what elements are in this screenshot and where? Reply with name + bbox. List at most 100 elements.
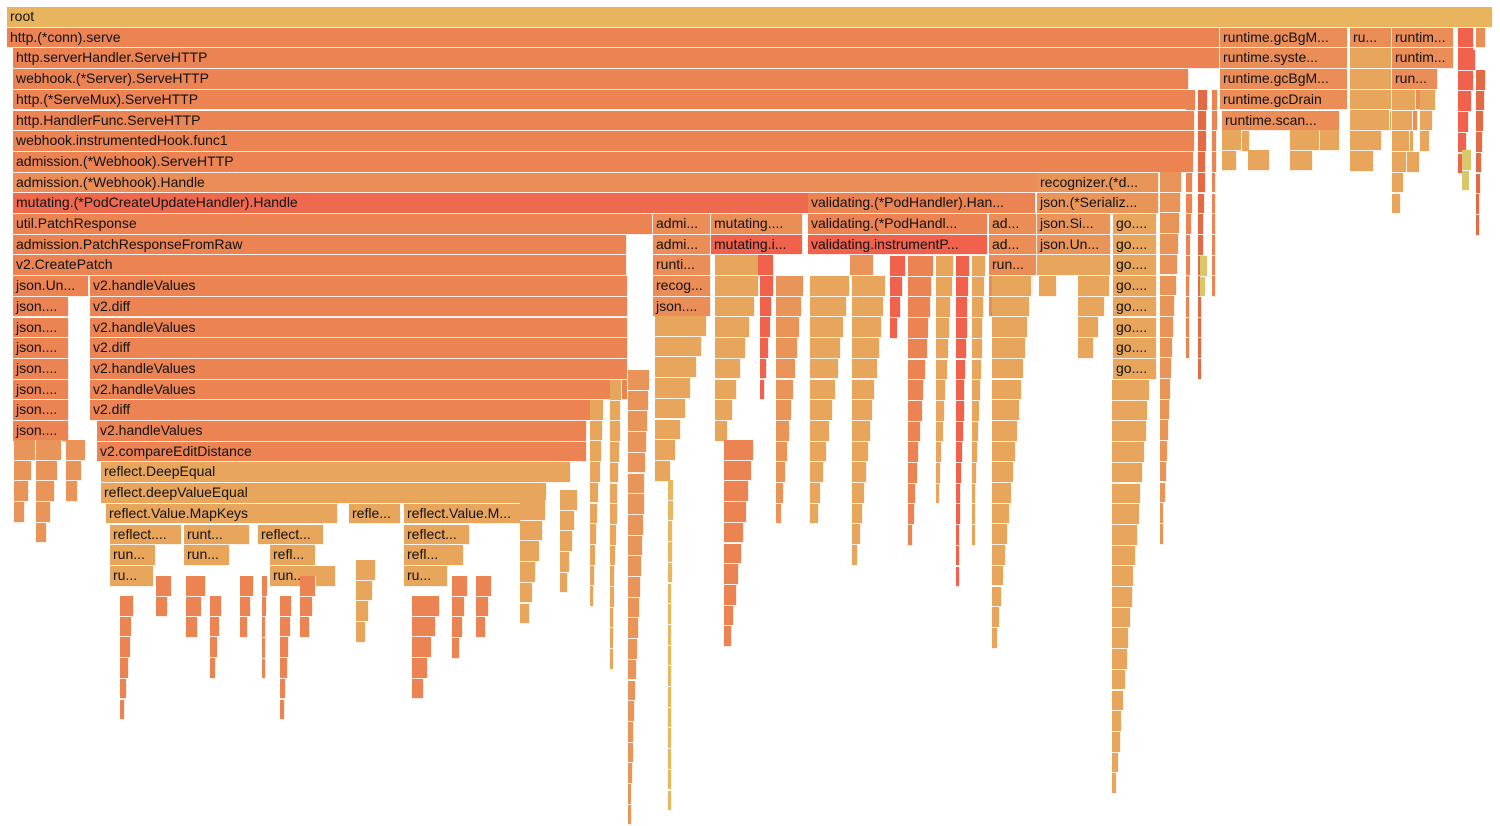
flame-frame-unlabeled[interactable]	[590, 420, 603, 442]
flame-frame-unlabeled[interactable]	[776, 441, 788, 463]
flame-frame-unlabeled[interactable]	[610, 649, 614, 670]
flame-frame-unlabeled[interactable]	[936, 442, 943, 463]
flame-frame-unlabeled[interactable]	[628, 494, 645, 515]
flame-frame-unlabeled[interactable]	[1198, 131, 1207, 153]
flame-frame-unlabeled[interactable]	[1198, 317, 1202, 339]
flame-frame-unlabeled[interactable]	[1198, 338, 1202, 360]
flame-frame-unlabeled[interactable]	[1212, 193, 1216, 215]
flame-frame-unlabeled[interactable]	[280, 616, 291, 638]
flame-frame-unlabeled[interactable]	[956, 566, 960, 588]
flame-frame-unlabeled[interactable]	[120, 699, 126, 721]
flame-frame-unlabeled[interactable]	[852, 400, 874, 421]
flame-frame-unlabeled[interactable]	[590, 462, 601, 483]
flame-frame[interactable]: reflect.Value.M...	[404, 503, 528, 525]
flame-frame-unlabeled[interactable]	[972, 318, 984, 339]
flame-frame-unlabeled[interactable]	[280, 699, 285, 721]
flame-frame[interactable]: util.PatchResponse	[13, 214, 653, 235]
flame-frame[interactable]: webhook.instrumentedHook.func1	[13, 131, 1189, 152]
flame-frame-unlabeled[interactable]	[1112, 400, 1149, 422]
flame-frame-unlabeled[interactable]	[1350, 130, 1382, 152]
flame-frame-unlabeled[interactable]	[628, 639, 639, 660]
flame-frame-unlabeled[interactable]	[628, 659, 638, 681]
flame-frame-unlabeled[interactable]	[992, 358, 1024, 380]
flame-frame-unlabeled[interactable]	[1112, 566, 1135, 587]
flame-frame-unlabeled[interactable]	[956, 256, 970, 277]
flame-frame-unlabeled[interactable]	[724, 605, 734, 627]
flame-frame-unlabeled[interactable]	[1186, 172, 1194, 194]
flame-frame-unlabeled[interactable]	[628, 535, 643, 557]
flame-frame-unlabeled[interactable]	[992, 317, 1028, 339]
flame-frame-unlabeled[interactable]	[852, 462, 867, 483]
flame-frame[interactable]: runti...	[653, 255, 711, 277]
flame-frame-unlabeled[interactable]	[610, 400, 622, 422]
flame-frame-unlabeled[interactable]	[776, 400, 792, 421]
flame-frame[interactable]: admission.PatchResponseFromRaw	[13, 234, 627, 256]
flame-frame-unlabeled[interactable]	[1320, 130, 1340, 151]
flame-frame-unlabeled[interactable]	[852, 524, 861, 546]
flame-frame-unlabeled[interactable]	[908, 318, 930, 339]
flame-frame[interactable]: runtim...	[1392, 48, 1454, 70]
flame-frame-unlabeled[interactable]	[936, 400, 945, 422]
flame-frame-unlabeled[interactable]	[936, 318, 951, 339]
flame-frame-unlabeled[interactable]	[156, 596, 168, 618]
flame-frame-unlabeled[interactable]	[992, 276, 1032, 297]
flame-frame-unlabeled[interactable]	[610, 566, 616, 587]
flame-frame-unlabeled[interactable]	[852, 358, 878, 380]
flame-frame-unlabeled[interactable]	[668, 687, 672, 708]
flame-frame-unlabeled[interactable]	[610, 607, 614, 629]
flame-frame-unlabeled[interactable]	[715, 358, 742, 380]
flame-frame-unlabeled[interactable]	[1198, 359, 1202, 380]
flame-frame-unlabeled[interactable]	[1392, 193, 1401, 215]
flame-frame[interactable]: admission.(*Webhook).ServeHTTP	[13, 151, 1189, 173]
flame-frame-unlabeled[interactable]	[1476, 173, 1481, 195]
flame-frame-unlabeled[interactable]	[240, 617, 249, 639]
flame-frame-unlabeled[interactable]	[852, 296, 884, 318]
flame-frame-unlabeled[interactable]	[1160, 275, 1177, 297]
flame-frame[interactable]	[1458, 27, 1474, 49]
flame-frame[interactable]: v2.handleValues	[90, 358, 628, 380]
flame-frame-unlabeled[interactable]	[412, 658, 428, 679]
flame-frame[interactable]: go....	[1113, 317, 1157, 339]
flame-frame-unlabeled[interactable]	[590, 400, 604, 421]
flame-frame-unlabeled[interactable]	[1198, 90, 1208, 111]
flame-frame-unlabeled[interactable]	[1160, 172, 1182, 193]
flame-frame-unlabeled[interactable]	[852, 276, 886, 297]
flame-frame[interactable]: runtime.gcBgM...	[1220, 69, 1348, 90]
flame-frame-unlabeled[interactable]	[412, 678, 424, 700]
flame-frame[interactable]: runtim...	[1392, 27, 1454, 49]
flame-frame[interactable]: root	[7, 7, 1493, 28]
flame-frame[interactable]: runtime.scan...	[1222, 110, 1340, 132]
flame-frame-unlabeled[interactable]	[890, 318, 898, 339]
flame-frame-unlabeled[interactable]	[908, 256, 934, 277]
flame-frame-unlabeled[interactable]	[1420, 110, 1433, 132]
flame-frame-unlabeled[interactable]	[936, 463, 942, 484]
flame-frame-unlabeled[interactable]	[120, 616, 133, 638]
flame-frame-unlabeled[interactable]	[1420, 90, 1436, 111]
flame-frame-unlabeled[interactable]	[908, 297, 931, 319]
flame-frame-unlabeled[interactable]	[1198, 193, 1205, 215]
flame-frame-unlabeled[interactable]	[668, 480, 674, 501]
flame-frame-unlabeled[interactable]	[36, 460, 59, 482]
flame-frame-unlabeled[interactable]	[668, 624, 672, 646]
flame-frame-unlabeled[interactable]	[760, 379, 766, 401]
flame-frame-unlabeled[interactable]	[1290, 130, 1320, 151]
flame-frame-unlabeled[interactable]	[992, 565, 1004, 587]
flame-frame[interactable]: go....	[1113, 255, 1157, 277]
flame-frame[interactable]: v2.handleValues	[97, 421, 587, 442]
flame-frame-unlabeled[interactable]	[1198, 214, 1205, 235]
flame-frame-unlabeled[interactable]	[1078, 296, 1105, 318]
flame-frame-unlabeled[interactable]	[776, 317, 800, 339]
flame-frame-unlabeled[interactable]	[668, 728, 672, 750]
flame-frame-unlabeled[interactable]	[452, 617, 463, 639]
flame-frame-unlabeled[interactable]	[520, 500, 546, 521]
flame-frame-unlabeled[interactable]	[956, 463, 963, 484]
flame-frame-unlabeled[interactable]	[992, 545, 1006, 566]
flame-frame-unlabeled[interactable]	[628, 597, 640, 619]
flame-frame-unlabeled[interactable]	[1476, 152, 1482, 174]
flame-frame-unlabeled[interactable]	[1392, 131, 1410, 153]
flame-frame[interactable]: recog...	[653, 276, 711, 297]
flame-frame-unlabeled[interactable]	[655, 357, 697, 379]
flame-frame-unlabeled[interactable]	[1112, 711, 1123, 732]
flame-frame-unlabeled[interactable]	[1458, 70, 1474, 92]
flame-frame-unlabeled[interactable]	[262, 596, 268, 618]
